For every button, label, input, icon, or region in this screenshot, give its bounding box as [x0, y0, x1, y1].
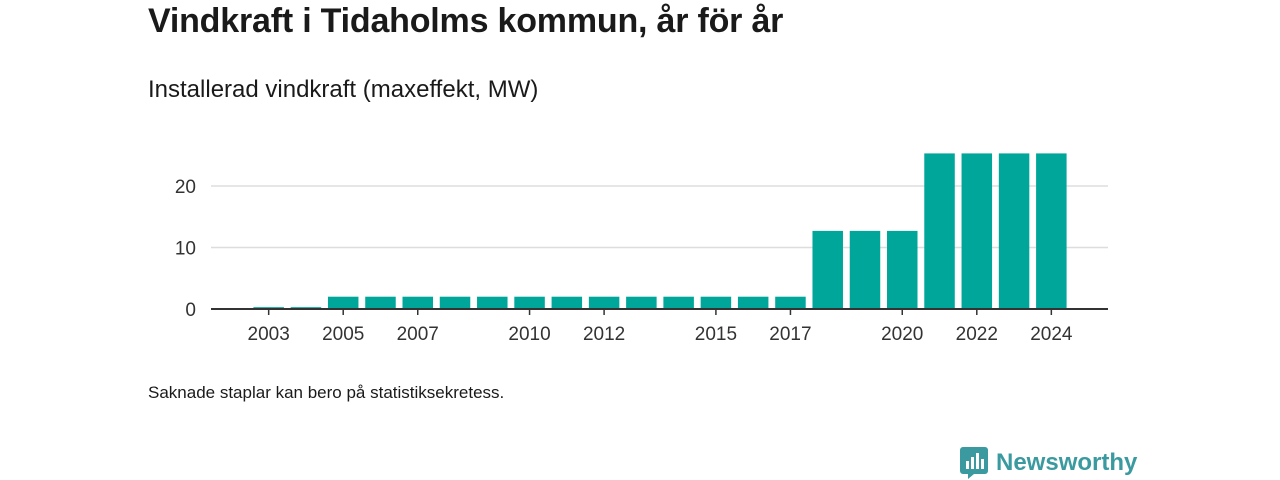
newsworthy-logo-icon: [960, 447, 988, 479]
bar-2006: [365, 296, 396, 309]
footnote: Saknade staplar kan bero på statistiksek…: [148, 383, 505, 402]
bar-2022: [961, 153, 993, 309]
bar-2009: [477, 296, 508, 309]
x-tick-label: 2010: [508, 324, 550, 345]
x-tick-label: 2007: [397, 324, 439, 345]
bar-2019: [849, 230, 881, 309]
bar-2005: [327, 296, 359, 309]
bar-2024: [1036, 153, 1067, 309]
bar-2020: [887, 230, 918, 309]
bar-2017: [775, 296, 806, 309]
y-tick-label: 20: [175, 177, 196, 198]
x-tick-label: 2017: [769, 324, 811, 345]
bar-2008: [439, 296, 471, 309]
chart-subtitle: Installerad vindkraft (maxeffekt, MW): [148, 76, 539, 103]
x-tick-label: 2005: [322, 324, 364, 345]
bar-2023: [998, 153, 1030, 309]
brand-logo: Newsworthy: [960, 446, 1137, 480]
bar-2011: [551, 296, 583, 309]
bar-2016: [737, 296, 769, 309]
brand-name: Newsworthy: [996, 449, 1138, 476]
x-tick-label: 2012: [583, 324, 625, 345]
y-tick-label: 10: [175, 239, 196, 260]
bar-2015: [700, 296, 732, 309]
bar-2013: [626, 296, 657, 309]
x-tick-label: 2024: [1030, 324, 1073, 345]
bar-chart: 0 10 20 2003 2005 2007 2010 2012 2015 2017 2020 202…: [175, 153, 1108, 345]
x-tick-label: 2003: [248, 324, 290, 345]
x-tick-label: 2022: [956, 324, 998, 345]
bar-2012: [588, 296, 620, 309]
x-tick-label: 2015: [695, 324, 737, 345]
chart-title: Vindkraft i Tidaholms kommun, år för år: [148, 2, 784, 40]
bar-2021: [924, 153, 955, 309]
bar-2018: [812, 230, 843, 309]
x-tick-label: 2020: [881, 324, 923, 345]
bar-2010: [514, 296, 545, 309]
bar-2014: [663, 296, 694, 309]
y-tick-label: 0: [185, 300, 196, 321]
bar-2007: [402, 296, 433, 309]
